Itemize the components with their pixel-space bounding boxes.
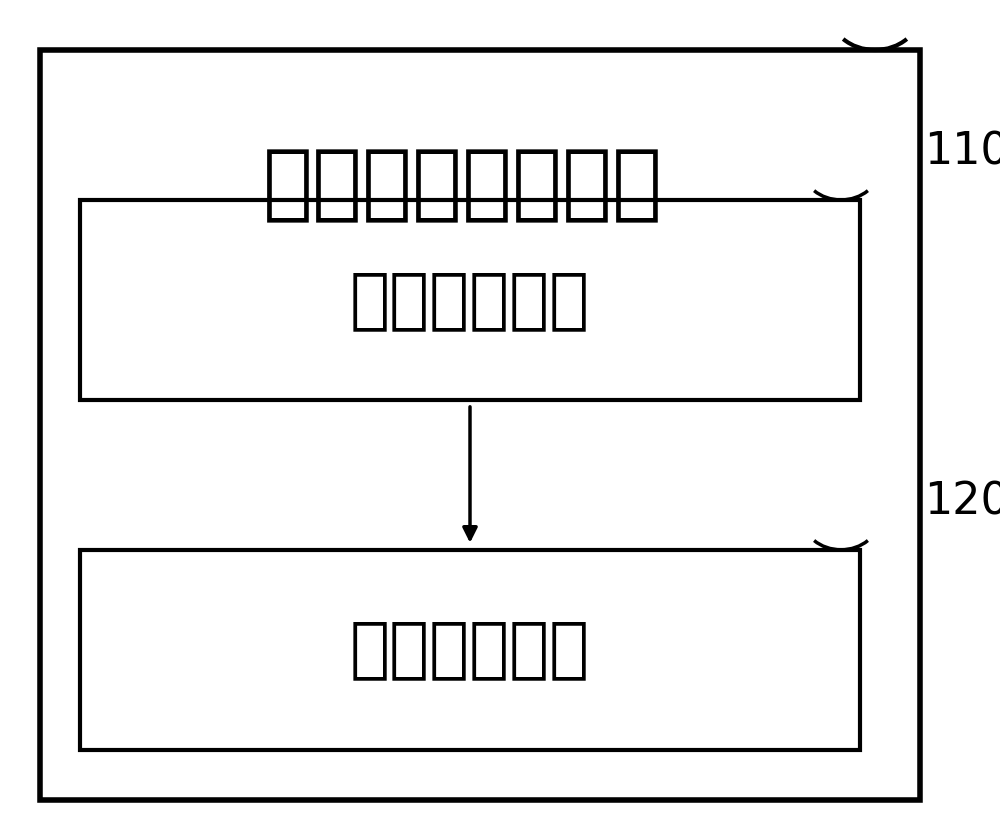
Bar [80, 200, 860, 400]
Text: 图像处理设备: 图像处理设备 [350, 616, 590, 683]
Bar [80, 550, 860, 750]
Bar [40, 50, 920, 800]
Text: 120: 120 [925, 481, 1000, 524]
Text: 110: 110 [925, 131, 1000, 174]
Text: 疲劳状态检测模块: 疲劳状态检测模块 [262, 144, 662, 226]
Text: 图像采集设备: 图像采集设备 [350, 267, 590, 333]
